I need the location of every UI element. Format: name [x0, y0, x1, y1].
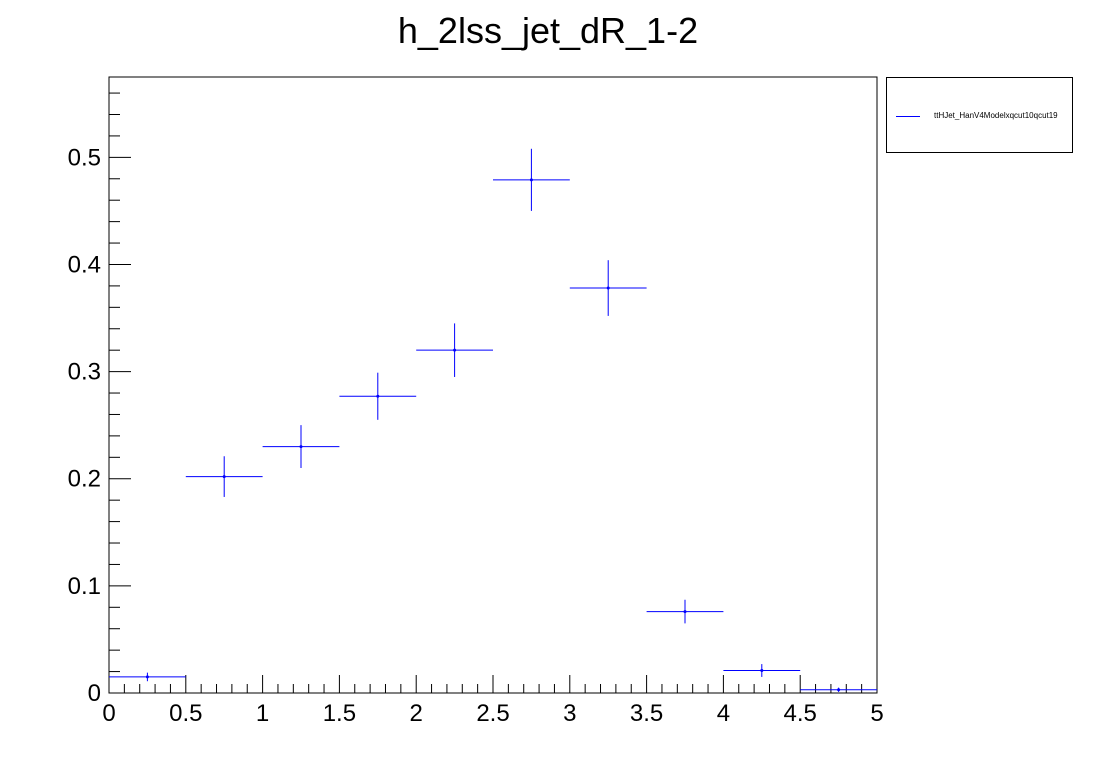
data-marker [145, 675, 149, 679]
legend-label: ttHJet_HanV4Modelxqcut10qcut19 [934, 111, 1058, 120]
x-tick-label: 5 [870, 700, 883, 727]
x-tick-label: 2 [410, 700, 423, 727]
data-marker [299, 445, 303, 449]
data-marker [683, 610, 687, 614]
axes: 0 0.5 1 1.5 2 2.5 3 3.5 4 4.5 5 0 0.1 0.2 0.3 0.4 0.5 [68, 92, 884, 727]
plot-frame [108, 76, 878, 694]
data-point [800, 687, 877, 692]
data-marker [376, 394, 380, 398]
data-point [493, 148, 570, 211]
x-tick-label: 0 [102, 700, 115, 727]
data-marker [837, 688, 841, 692]
data-point [339, 372, 417, 420]
x-tick-label: 3 [563, 700, 576, 727]
data-point [569, 260, 647, 316]
data-point [185, 456, 263, 497]
x-tick-label: 4 [717, 700, 730, 727]
chart-title: h_2lss_jet_dR_1-2 [397, 10, 699, 51]
legend: ttHJet_HanV4Modelxqcut10qcut19 [886, 77, 1073, 153]
legend-line-swatch [896, 116, 920, 117]
y-tick-label: 0.1 [68, 573, 101, 600]
data-point [416, 323, 493, 377]
data-point [646, 599, 724, 624]
y-tick-label: 0 [88, 680, 101, 707]
x-tick-label: 2.5 [476, 700, 509, 727]
y-tick-label: 0.2 [68, 466, 101, 493]
data-marker [222, 475, 226, 479]
data-points [109, 148, 877, 692]
x-tick-label: 0.5 [169, 700, 202, 727]
x-tick-label: 3.5 [630, 700, 663, 727]
data-point [262, 425, 340, 469]
y-tick-label: 0.3 [68, 359, 101, 386]
y-tick-label: 0.4 [68, 251, 101, 278]
x-tick-label: 4.5 [784, 700, 817, 727]
data-marker [760, 669, 764, 673]
data-marker [529, 178, 533, 182]
data-point [723, 664, 801, 677]
x-tick-label: 1.5 [323, 700, 356, 727]
x-tick-label: 1 [256, 700, 269, 727]
data-marker [453, 348, 457, 352]
data-point [109, 672, 186, 682]
data-marker [606, 286, 610, 290]
y-tick-label: 0.5 [68, 144, 101, 171]
